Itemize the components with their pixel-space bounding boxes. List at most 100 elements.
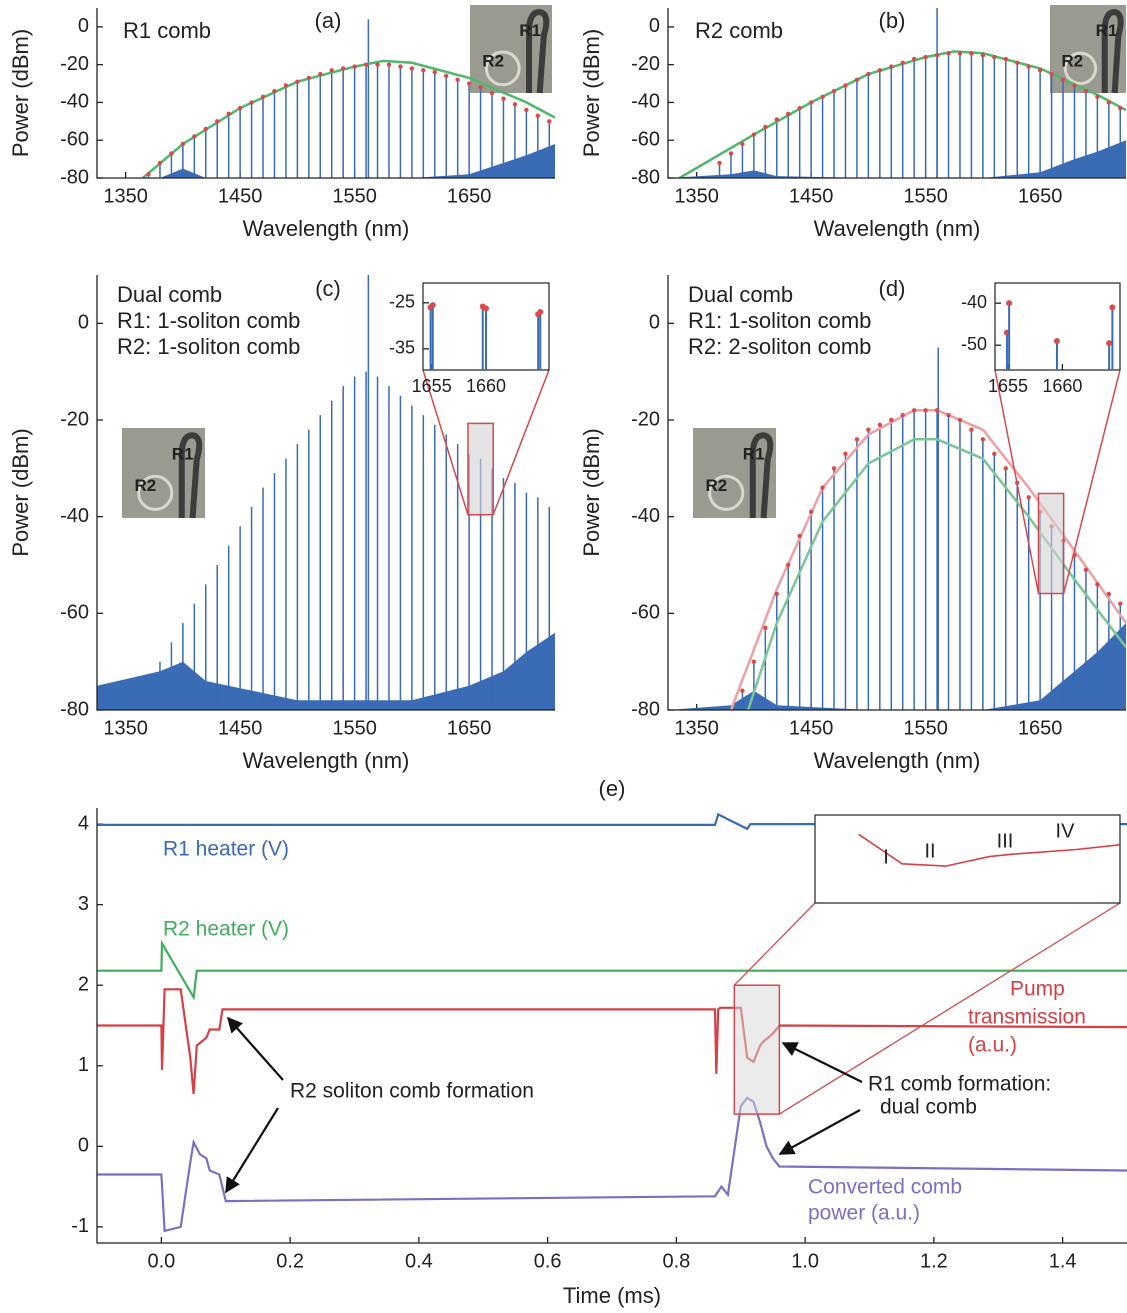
- arrow: [778, 1109, 861, 1155]
- photo-waveguide: [178, 432, 203, 519]
- peak-dot: [1003, 56, 1008, 62]
- inset-label: I: [883, 846, 889, 868]
- panel-text: Dual comb: [688, 282, 793, 307]
- inset-peak-dot: [1109, 304, 1116, 311]
- inset-label: III: [997, 830, 1014, 852]
- noise-floor: [97, 632, 555, 710]
- y-tick-label: -20: [60, 53, 89, 75]
- peak-dot: [911, 56, 917, 62]
- x-tick-label: 1450: [218, 185, 263, 207]
- y-tick-label: -60: [631, 129, 660, 151]
- x-tick-label: 1650: [447, 185, 492, 207]
- y-axis-label: Power (dBm): [8, 428, 33, 556]
- peak-dot: [352, 64, 357, 69]
- peak-dot: [203, 126, 208, 132]
- y-tick-label: -25: [389, 292, 415, 312]
- photo-label: R2: [705, 476, 727, 495]
- peak-dot: [900, 412, 905, 418]
- panel-label: (b): [879, 8, 906, 33]
- noise-floor: [668, 140, 1126, 178]
- peak-dot: [180, 141, 186, 147]
- peak-dot: [340, 66, 346, 71]
- photo-ring: [708, 474, 745, 511]
- peak-dot: [797, 105, 802, 111]
- peak-dot: [992, 54, 997, 60]
- fit-curve: [141, 59, 555, 178]
- peak-dot: [923, 408, 928, 413]
- annotation: R1 heater (V): [163, 838, 289, 861]
- annotation: (a.u.): [968, 1034, 1017, 1057]
- x-tick-label: 1450: [789, 717, 834, 739]
- peak-dot: [854, 77, 860, 82]
- y-tick-label: -40: [631, 505, 660, 527]
- photo-ring: [484, 50, 521, 87]
- peak-dot: [854, 437, 860, 442]
- peak-dot: [946, 412, 951, 418]
- x-tick-label: 1550: [332, 185, 377, 207]
- annotation: Pump: [1010, 978, 1065, 1001]
- peak-dot: [1106, 100, 1112, 105]
- peak-dot: [934, 53, 940, 58]
- x-tick-label: 1450: [218, 717, 263, 739]
- y-tick-label: 2: [78, 974, 89, 996]
- peak-dot: [1106, 591, 1112, 597]
- photo-label: R1: [743, 444, 765, 463]
- peak-dot: [969, 427, 974, 432]
- y-tick-label: -20: [631, 408, 660, 430]
- x-axis-label: Wavelength (nm): [814, 216, 981, 241]
- peak-dot: [489, 90, 495, 96]
- inset-label: II: [924, 840, 935, 862]
- x-tick-label: 1350: [674, 717, 719, 739]
- peak-dot: [969, 51, 974, 56]
- zoom-link: [1062, 369, 1121, 594]
- trace: [97, 812, 1127, 831]
- x-axis-label: Wavelength (nm): [243, 216, 410, 241]
- peak-dot: [740, 688, 745, 693]
- peak-dot: [831, 466, 837, 471]
- x-tick-label: 1.4: [1049, 1250, 1077, 1272]
- peak-dot: [957, 51, 963, 56]
- annotation: R1 comb formation:: [868, 1073, 1051, 1096]
- peak-dot: [843, 83, 848, 88]
- peak-dot: [375, 62, 380, 67]
- noise-floor: [668, 623, 1126, 710]
- peak-dot: [318, 71, 323, 77]
- panel-text: R1 comb: [123, 18, 211, 43]
- x-axis-label: Wavelength (nm): [243, 748, 410, 773]
- x-tick-label: 1350: [103, 185, 148, 207]
- peak-dot: [889, 64, 894, 69]
- photo-label: R2: [482, 52, 504, 71]
- panel-label: (c): [315, 276, 341, 301]
- photo-label: R1: [1096, 21, 1118, 40]
- peak-dot: [992, 451, 997, 457]
- peak-dot: [192, 134, 197, 139]
- peak-dot: [751, 659, 757, 664]
- peak-dot: [877, 68, 883, 73]
- zoom-link: [492, 369, 550, 516]
- peak-dot: [409, 66, 415, 71]
- x-tick-label: 0.0: [147, 1250, 175, 1272]
- inset-label: IV: [1056, 820, 1076, 842]
- axis-line: [96, 275, 555, 711]
- peak-dot: [808, 100, 814, 105]
- peak-dot: [329, 68, 334, 73]
- x-tick-label: 1650: [1018, 717, 1063, 739]
- y-tick-label: -80: [60, 166, 89, 188]
- annotation: R2 soliton comb formation: [290, 1080, 534, 1103]
- peak-dot: [1060, 77, 1066, 82]
- peak-dot: [1037, 68, 1043, 73]
- x-tick-label: 1550: [903, 185, 948, 207]
- peak-dot: [831, 88, 837, 94]
- axis-line: [96, 8, 555, 179]
- x-axis-label: Wavelength (nm): [814, 748, 981, 773]
- peak-dot: [1015, 60, 1020, 65]
- x-tick-label: 1650: [447, 717, 492, 739]
- y-axis-label: Power (dBm): [8, 29, 33, 157]
- peak-dot: [1026, 495, 1031, 500]
- inset-peak-dot: [1006, 300, 1013, 307]
- peak-dot: [260, 94, 266, 99]
- y-axis-label: Power (dBm): [579, 29, 604, 157]
- y-tick-label: -40: [60, 505, 89, 527]
- peak-dot: [774, 117, 779, 122]
